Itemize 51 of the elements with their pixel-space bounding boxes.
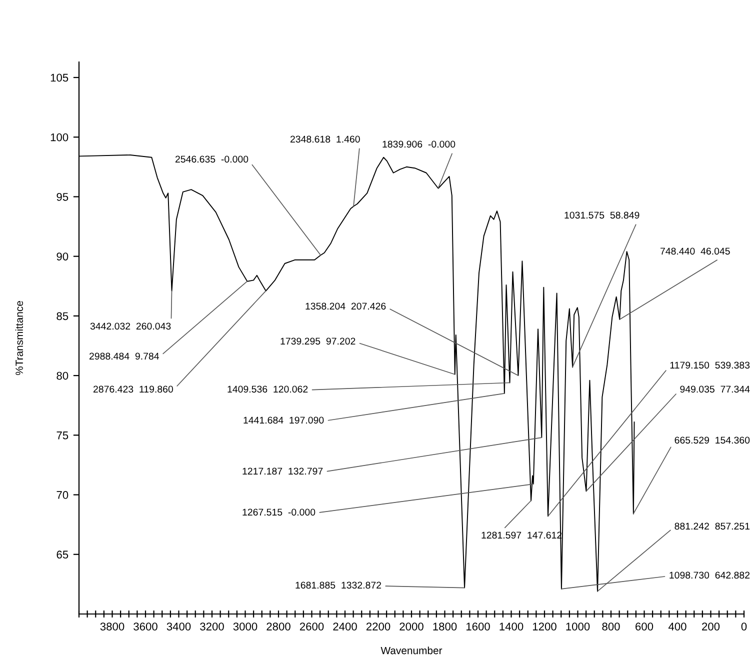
x-tick-label: 1000 (566, 622, 590, 630)
x-tick-label: 200 (702, 622, 720, 630)
x-tick-label: 1200 (532, 622, 556, 630)
y-tick-label: 85 (56, 312, 68, 320)
x-tick-label: 0 (741, 622, 747, 630)
annotation: 1031.575 58.849 (564, 212, 640, 219)
annotation: 1839.906 -0.000 (382, 140, 456, 148)
annotation: 748.440 46.045 (660, 248, 730, 255)
annotation: 2546.635 -0.000 (175, 156, 248, 163)
x-tick-label: 400 (668, 622, 686, 630)
annotation: 1217.187 132.797 (242, 468, 323, 475)
x-tick-label: 3400 (166, 622, 191, 630)
annotation: 1267.515 -0.000 (242, 508, 316, 516)
x-tick-label: 1600 (466, 622, 490, 630)
y-tick-label: 75 (56, 432, 68, 440)
annotation: 949.035 77.344 (680, 386, 750, 393)
y-axis-title: %Transmittance (15, 301, 23, 376)
x-axis-title: Wavenumber (380, 646, 442, 654)
annotation: 1179.150 539.383 (670, 362, 750, 369)
annotation: 1358.204 207.426 (306, 302, 386, 310)
annotation: 665.529 154.360 (674, 436, 750, 444)
x-tick-label: 800 (602, 622, 620, 630)
x-tick-label: 2200 (366, 622, 390, 630)
x-tick-label: 3800 (100, 622, 124, 630)
annotation: 1409.536 120.062 (228, 386, 308, 393)
annotation: 3442.032 260.043 (90, 322, 171, 330)
y-tick-label: 65 (56, 550, 68, 559)
annotation: 1098.730 642.882 (670, 572, 750, 579)
y-tick-label: 95 (56, 192, 68, 201)
annotation: 1441.684 197.090 (244, 416, 324, 424)
x-tick-label: 3600 (134, 622, 158, 630)
annotation: 1739.295 97.202 (280, 338, 356, 345)
x-tick-label: 3200 (200, 622, 224, 630)
annotation: 2876.423 119.860 (93, 386, 173, 393)
annotation: 1681.885 1332.872 (296, 582, 382, 589)
x-tick-label: 2400 (333, 622, 357, 630)
y-tick-label: 80 (56, 372, 68, 380)
annotation: 2348.618 1.460 (290, 136, 360, 143)
y-tick-label: 90 (56, 252, 68, 260)
x-tick-label: 3000 (233, 622, 258, 630)
x-tick-label: 1400 (500, 622, 524, 630)
x-tick-label: 600 (636, 622, 654, 630)
y-tick-label: 105 (50, 74, 68, 82)
y-tick-label: 70 (56, 491, 68, 499)
x-tick-label: 2800 (266, 622, 290, 630)
y-tick-label: 100 (50, 133, 68, 142)
x-tick-label: 2600 (300, 622, 324, 630)
x-tick-label: 1800 (433, 622, 457, 630)
annotation: 2988.484 9.784 (89, 352, 159, 360)
x-tick-label: 2000 (400, 622, 424, 630)
annotation: 881.242 857.251 (674, 522, 750, 530)
